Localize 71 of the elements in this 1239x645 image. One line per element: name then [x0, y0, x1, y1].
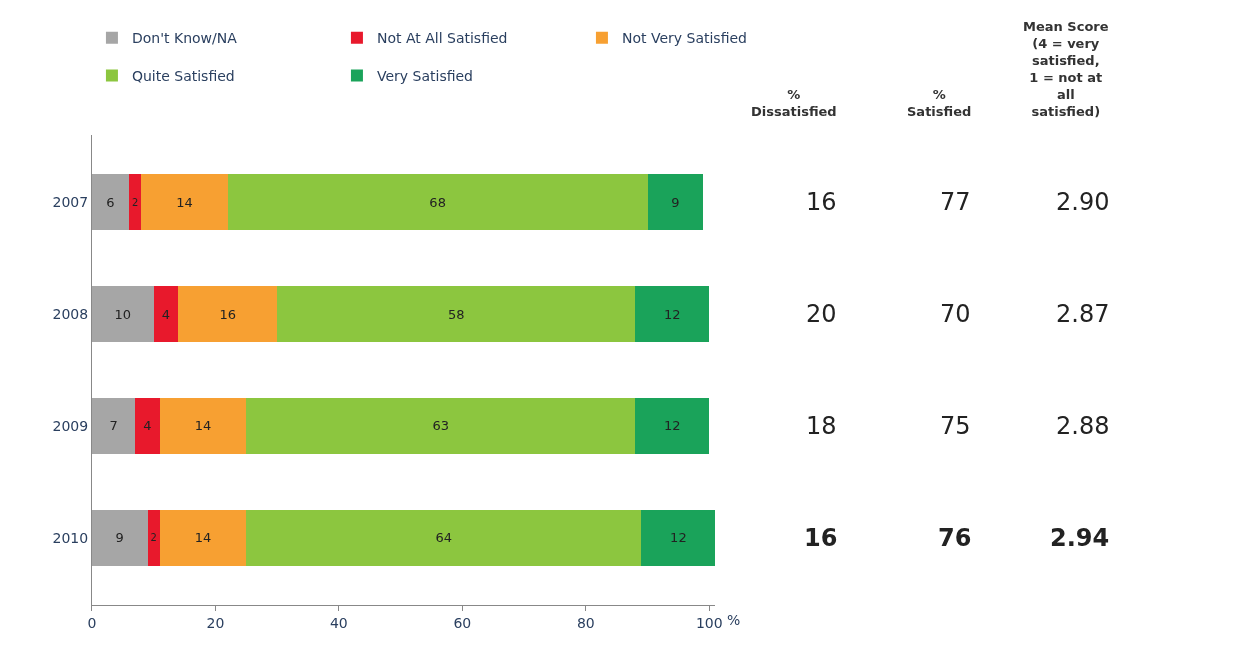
data-label: 6	[106, 194, 115, 210]
x-tick-label: 100	[695, 614, 723, 631]
bar	[227, 174, 648, 231]
text: 2.87	[1056, 300, 1110, 328]
text: 2.90	[1056, 188, 1110, 216]
bar	[246, 509, 642, 566]
text: 16	[804, 524, 838, 552]
bar	[246, 397, 636, 454]
data-label: 4	[143, 418, 152, 434]
data-label: 58	[447, 306, 465, 322]
bar	[159, 397, 247, 454]
data-label: 64	[435, 530, 453, 546]
text: 75	[940, 412, 971, 440]
bar	[91, 286, 154, 343]
data-label: 12	[670, 530, 687, 546]
bar	[128, 174, 142, 231]
bar	[159, 509, 247, 566]
data-label: 63	[432, 418, 449, 434]
legend-label: Not At All Satisfied	[376, 30, 508, 47]
text: 70	[940, 300, 971, 328]
text: 76	[938, 524, 972, 552]
bar	[147, 509, 160, 566]
data-label: 14	[194, 418, 212, 434]
x-tick-label: 20	[206, 614, 225, 631]
text: 77	[940, 188, 971, 216]
data-label: 2	[131, 196, 139, 208]
x-tick-label: 40	[329, 614, 348, 631]
x-tick-label: 80	[576, 614, 595, 631]
bar	[635, 397, 710, 454]
x-axis-title: %	[727, 612, 741, 628]
data-label: 12	[663, 418, 681, 434]
data-label: 14	[176, 194, 193, 210]
data-label: 4	[161, 306, 171, 322]
bar	[91, 397, 136, 454]
data-label: 16	[219, 306, 237, 322]
bar	[641, 509, 716, 566]
x-tick-label: 0	[87, 614, 97, 631]
text: 2.94	[1050, 524, 1110, 552]
data-label: 14	[194, 530, 212, 546]
legend-label: Not Very Satisfied	[621, 30, 747, 47]
y-tick-label: 2010	[52, 529, 89, 546]
y-tick-label: 2007	[52, 194, 89, 211]
text: % Satisfied	[907, 87, 972, 119]
data-label: 12	[663, 306, 681, 322]
data-label: 2	[150, 532, 157, 544]
text: % Dissatisfied	[751, 87, 837, 119]
x-tick-label: 60	[453, 614, 472, 631]
data-label: 9	[671, 194, 680, 210]
data-label: 9	[115, 530, 124, 546]
legend-label: Don't Know/NA	[131, 30, 238, 47]
bar	[141, 174, 228, 231]
y-tick-label: 2008	[52, 305, 89, 322]
bar	[635, 286, 710, 343]
bar	[647, 174, 704, 231]
text: 16	[806, 188, 837, 216]
legend-label: Quite Satisfied	[131, 67, 235, 84]
bar	[91, 509, 148, 566]
data-label: 7	[109, 418, 118, 434]
bar	[178, 286, 278, 343]
text: Mean Score (4 = very satisfied, 1 = not at all satisfied)	[1023, 19, 1109, 119]
text: 2.88	[1056, 412, 1110, 440]
bar	[277, 286, 636, 343]
legend-label: Very Satisfied	[376, 67, 473, 84]
y-tick-label: 2009	[52, 417, 89, 434]
bar	[135, 397, 160, 454]
data-label: 68	[429, 194, 446, 210]
bar	[153, 286, 179, 343]
data-label: 10	[114, 306, 132, 322]
bar	[91, 174, 129, 231]
text: 20	[806, 300, 837, 328]
text: 18	[806, 412, 837, 440]
